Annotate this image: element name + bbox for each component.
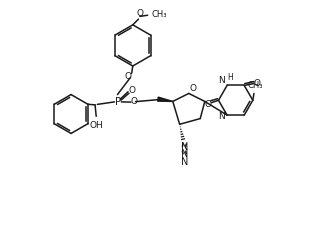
Text: O: O	[253, 79, 260, 88]
Text: N: N	[181, 141, 188, 151]
Text: N: N	[218, 76, 225, 85]
Text: CH₃: CH₃	[248, 81, 263, 90]
Text: OH: OH	[89, 120, 103, 129]
Polygon shape	[158, 98, 173, 102]
Text: N: N	[218, 111, 225, 120]
Text: O: O	[204, 99, 211, 108]
Text: P: P	[115, 97, 121, 107]
Text: H: H	[227, 73, 233, 82]
Text: O: O	[128, 85, 135, 94]
Text: O: O	[131, 97, 138, 106]
Text: O: O	[189, 83, 197, 92]
Text: CH₃: CH₃	[152, 10, 167, 19]
Text: N: N	[181, 156, 188, 166]
Text: O: O	[125, 71, 132, 80]
Text: N: N	[180, 149, 188, 159]
Text: O: O	[136, 9, 143, 18]
